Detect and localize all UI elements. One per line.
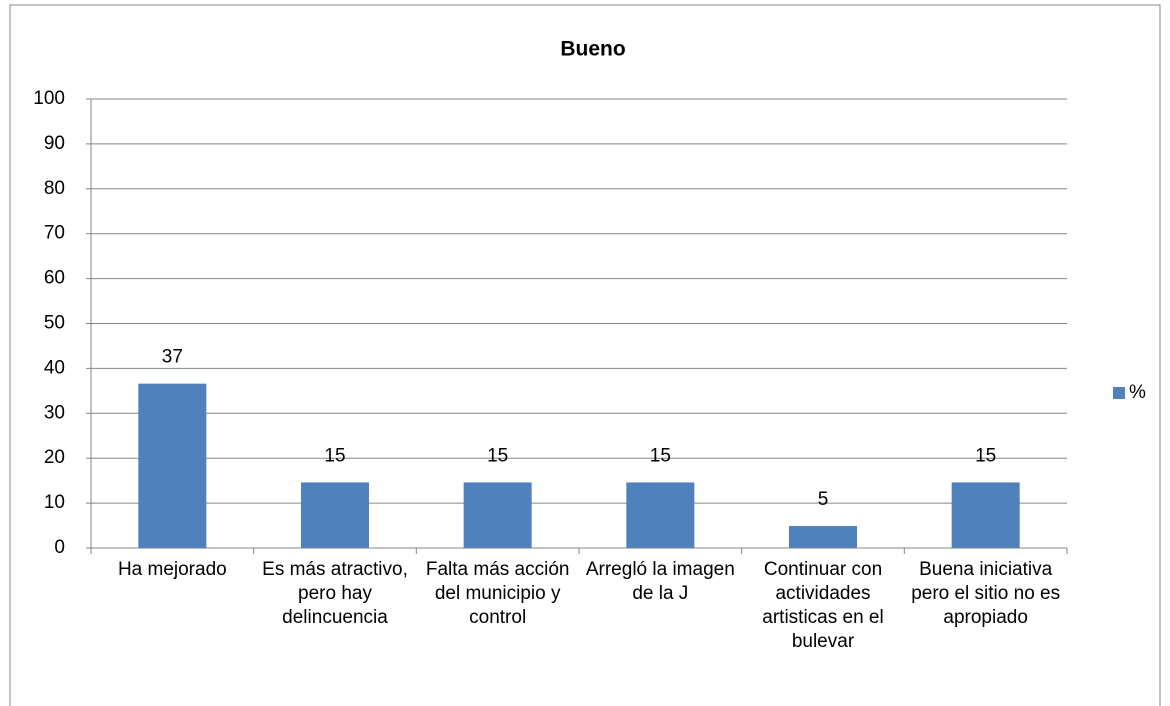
bar <box>626 482 695 548</box>
chart-frame <box>9 4 1161 706</box>
x-tick-label: Continuar con actividades artisticas en … <box>762 559 884 652</box>
y-tick-label: 0 <box>54 537 65 558</box>
data-label: 15 <box>324 445 345 466</box>
data-label: 15 <box>487 445 508 466</box>
y-tick-label: 80 <box>44 178 65 199</box>
data-label: 37 <box>162 347 183 368</box>
data-label: 15 <box>975 445 996 466</box>
y-tick-label: 70 <box>44 223 65 244</box>
chart-title: Bueno <box>560 38 625 61</box>
y-tick-label: 10 <box>44 492 65 513</box>
bar <box>789 525 857 548</box>
data-label: 5 <box>818 489 829 510</box>
data-label: 15 <box>650 445 671 466</box>
bar <box>951 482 1020 548</box>
x-tick-label: Ha mejorado <box>117 559 227 580</box>
x-tick-label: Es más atractivo, pero hay delincuencia <box>262 559 408 628</box>
y-tick-label: 90 <box>44 133 65 154</box>
bar <box>138 383 207 548</box>
y-tick-label: 50 <box>44 313 65 334</box>
y-tick-label: 100 <box>33 88 65 109</box>
x-tick-label: Buena iniciativa pero el sitio no es apr… <box>911 559 1061 628</box>
y-tick-label: 30 <box>44 402 65 423</box>
bar <box>301 482 369 548</box>
y-tick-label: 20 <box>44 447 65 468</box>
legend-label: % <box>1129 382 1146 403</box>
y-tick-label: 40 <box>44 357 65 378</box>
y-tick-label: 60 <box>44 268 65 289</box>
x-tick-label: Falta más acción del municipio y control <box>425 559 570 628</box>
legend-swatch <box>1113 387 1125 399</box>
x-tick-label: Arregló la imagen de la J <box>585 559 735 604</box>
bar <box>463 482 532 548</box>
